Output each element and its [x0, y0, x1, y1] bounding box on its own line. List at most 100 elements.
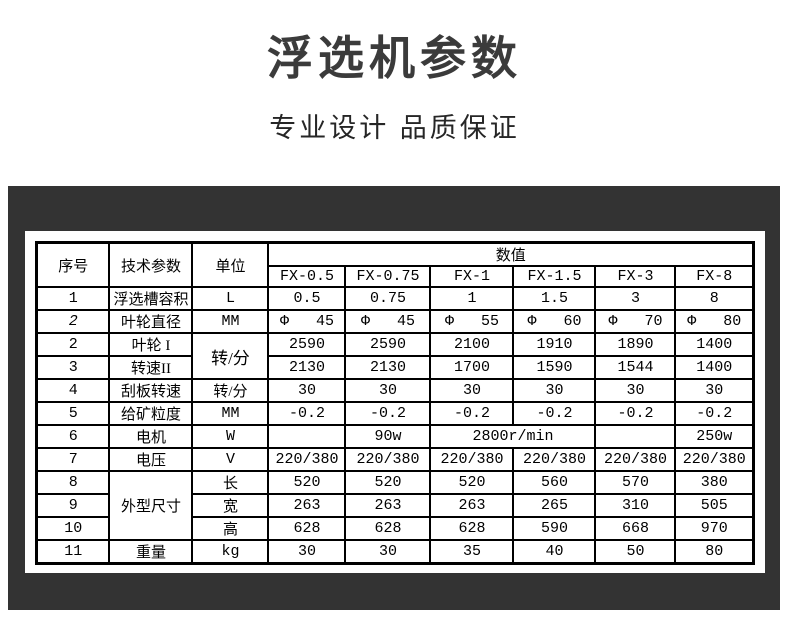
value-cell: 1700 [429, 355, 515, 380]
value-cell: 1 [429, 286, 515, 311]
value-cell: 668 [594, 516, 677, 541]
value-cell: 220/380 [429, 447, 515, 472]
table-row: 4 刮板转速 转/分 30 30 30 30 30 30 [35, 378, 755, 403]
spec-panel: 序号 技术参数 单位 数值 FX-0.5 FX-0.75 FX-1 FX-1.5… [8, 186, 780, 610]
param-cell: 转速II [108, 355, 194, 380]
param-cell: 叶轮直径 [108, 309, 194, 334]
value-cell: 1400 [674, 355, 755, 380]
value-cell: 30 [344, 378, 432, 403]
value-cell: -0.2 [267, 401, 347, 426]
col-header-values-group: 数值 [267, 241, 755, 267]
value-cell: 0.75 [344, 286, 432, 311]
unit-cell: 宽 [191, 493, 270, 518]
model-header-fx3: FX-3 [594, 265, 677, 288]
model-header-fx8: FX-8 [674, 265, 755, 288]
value-cell: 2590 [344, 332, 432, 357]
unit-cell: 转/分 [191, 378, 270, 403]
table-row: 5 给矿粒度 MM -0.2 -0.2 -0.2 -0.2 -0.2 -0.2 [35, 401, 755, 426]
value-cell: 2130 [344, 355, 432, 380]
value-cell: 628 [344, 516, 432, 541]
value-cell: 628 [429, 516, 515, 541]
value-cell: 1400 [674, 332, 755, 357]
value-cell: 30 [344, 539, 432, 565]
model-header-fx05: FX-0.5 [267, 265, 347, 288]
value-cell: 8 [674, 286, 755, 311]
value-cell: 220/380 [674, 447, 755, 472]
row-index: 4 [35, 378, 111, 403]
value-cell: 220/380 [512, 447, 597, 472]
param-cell: 给矿粒度 [108, 401, 194, 426]
value-cell: 2130 [267, 355, 347, 380]
unit-cell: 长 [191, 470, 270, 495]
value-cell: 1910 [512, 332, 597, 357]
table-row: 10 高 628 628 628 590 668 970 [35, 516, 755, 541]
value-cell: 2100 [429, 332, 515, 357]
value-cell-merged: 2800r/min [429, 424, 597, 449]
value-cell: 220/380 [594, 447, 677, 472]
table-row: 3 转速II 2130 2130 1700 1590 1544 1400 [35, 355, 755, 380]
row-index: 2 [35, 309, 111, 334]
param-cell: 重量 [108, 539, 194, 565]
value-cell: -0.2 [512, 401, 597, 426]
table-model-header-row: FX-0.5 FX-0.75 FX-1 FX-1.5 FX-3 FX-8 [36, 265, 755, 288]
unit-cell: 转/分 [191, 332, 270, 380]
row-index: 7 [35, 447, 111, 472]
value-cell: 380 [674, 470, 755, 495]
value-cell: 50 [594, 539, 677, 565]
value-cell: Φ 70 [594, 309, 677, 334]
value-cell: 30 [267, 378, 347, 403]
page-title: 浮选机参数 [267, 32, 522, 84]
value-cell [267, 424, 347, 449]
table-group-header-row: 序号 技术参数 单位 数值 [35, 241, 755, 288]
unit-cell: MM [191, 401, 270, 426]
model-header-fx1: FX-1 [429, 265, 515, 288]
spec-table: 序号 技术参数 单位 数值 FX-0.5 FX-0.75 FX-1 FX-1.5… [34, 241, 756, 565]
col-header-index: 序号 [35, 241, 111, 288]
unit-cell: V [191, 447, 270, 472]
param-cell-dimensions: 外型尺寸 [108, 470, 194, 541]
row-index: 11 [35, 539, 111, 565]
unit-cell: L [191, 286, 270, 311]
param-cell: 刮板转速 [108, 378, 194, 403]
value-cell: 2590 [267, 332, 347, 357]
row-index: 1 [35, 286, 111, 311]
value-cell: 970 [674, 516, 755, 541]
value-cell: Φ 45 [267, 309, 347, 334]
value-cell: 30 [594, 378, 677, 403]
value-cell: 3 [594, 286, 677, 311]
param-cell: 电机 [108, 424, 194, 449]
value-cell: 520 [429, 470, 515, 495]
value-cell: 30 [674, 378, 755, 403]
param-cell: 浮选槽容积 [108, 286, 194, 311]
model-header-fx075: FX-0.75 [344, 265, 432, 288]
table-row: 6 电机 W 90w 2800r/min 250w [35, 424, 755, 449]
model-header-fx15: FX-1.5 [512, 265, 597, 288]
table-row: 7 电压 V 220/380 220/380 220/380 220/380 2… [35, 447, 755, 472]
value-cell: 560 [512, 470, 597, 495]
value-cell: 30 [512, 378, 597, 403]
value-cell: 263 [267, 493, 347, 518]
value-cell: 80 [674, 539, 755, 565]
unit-cell: 高 [191, 516, 270, 541]
value-cell: 265 [512, 493, 597, 518]
table-row: 11 重量 kg 30 30 35 40 50 80 [35, 539, 755, 565]
value-cell: 263 [429, 493, 515, 518]
table-row: 9 宽 263 263 263 265 310 505 [35, 493, 755, 518]
row-index: 8 [35, 470, 111, 495]
col-header-parameter: 技术参数 [108, 241, 194, 288]
row-index: 10 [35, 516, 111, 541]
unit-cell: kg [191, 539, 270, 565]
value-cell: Φ 80 [674, 309, 755, 334]
value-cell: 1544 [594, 355, 677, 380]
spec-sheet: 序号 技术参数 单位 数值 FX-0.5 FX-0.75 FX-1 FX-1.5… [25, 231, 765, 573]
col-header-unit: 单位 [191, 241, 270, 288]
value-cell: 35 [429, 539, 515, 565]
value-cell: 520 [267, 470, 347, 495]
row-index: 3 [35, 355, 111, 380]
value-cell: 1.5 [512, 286, 597, 311]
value-cell: 263 [344, 493, 432, 518]
table-row: 2 叶轮 I 转/分 2590 2590 2100 1910 1890 1400 [35, 332, 755, 380]
value-cell: 220/380 [344, 447, 432, 472]
value-cell: 570 [594, 470, 677, 495]
